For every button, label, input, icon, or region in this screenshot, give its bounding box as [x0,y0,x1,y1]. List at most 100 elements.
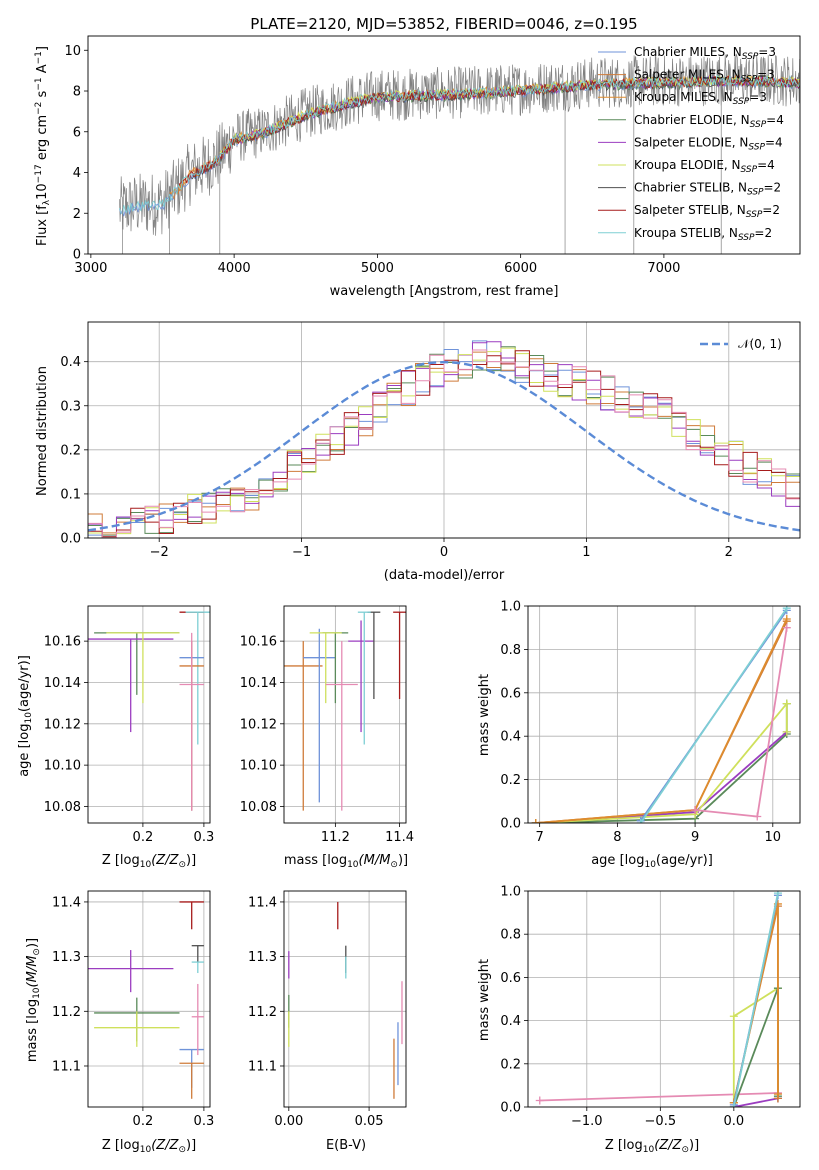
x-tick-label: 0.2 [133,830,154,845]
legend-n: =3 [749,90,767,104]
ylabel-main: age [log [17,724,32,777]
xlabel-sub: 10 [140,1145,152,1155]
legend-model: Salpeter STELIB, N [634,203,746,217]
age-vs-metallicity-ylabel: age [log10(age/yr)] [17,655,34,777]
data-layer [119,53,800,254]
legend-label: Chabrier MILES, NSSP=3 [634,45,776,62]
residual-histogram-pink [88,349,800,538]
y-tick-label: 0.6 [500,686,521,701]
weight-marker [729,1103,738,1107]
y-tick-label: 0.3 [60,399,81,414]
spectrum-ylabel-sub: λ [42,199,52,205]
spectrum-ylabel-unit3: A [35,64,50,77]
y-tick-label: 0.1 [60,487,81,502]
x-tick-label: 0.2 [133,1114,154,1129]
gaussian-legend-label: 𝒩(0, 1) [738,337,782,351]
xlabel-main: Z [log [102,853,140,868]
spectrum-ylabel: Flux [fλ10−17 erg cm−2 s−1 A−1] [34,46,52,246]
legend-sub: SSP [738,233,755,243]
xlabel-end: (M/M [359,853,391,868]
xlabel-end: (Z/Z [151,1138,179,1153]
y-tick-label: 11.3 [52,950,81,965]
xlabel-end: (Z/Z [151,853,179,868]
legend-n: =4 [757,158,775,172]
legend-n: =4 [766,113,784,127]
spectrum-ylabel-unit2: s [35,90,50,101]
spectrum-ylabel-exp1: −17 [34,164,44,183]
y-tick-label: 0.0 [60,532,81,547]
y-tick-label: 11.4 [248,895,277,910]
legend-model: Kroupa STELIB, N [634,226,738,240]
axes-frame [527,605,801,824]
legend-sub: SSP [742,52,759,62]
y-tick-label: 6 [73,125,81,140]
y-tick-label: 0.2 [500,1057,521,1072]
data-layer [288,901,403,1099]
age-vs-metallicity-xlabel: Z [log10(Z/Z⊙)] [102,853,196,870]
legend-sub: SSP [746,210,763,220]
xlabel-main: mass [log [284,853,347,868]
data-layer [88,340,800,538]
x-tick-label: 0.0 [723,1114,744,1129]
legend-label: Salpeter ELODIE, NSSP=4 [634,135,783,152]
mass-vs-reddening-plot-area: 0.00 0.05 11.1 11.2 11.3 11.4 [248,890,407,1129]
x-tick-label: 11.2 [321,830,350,845]
y-tick-label: 11.2 [52,1005,81,1020]
x-tick-label: 7000 [647,261,680,276]
legend-sub: SSP [748,142,765,152]
y-tick-label: 0 [73,248,81,263]
massweight-vs-age-plot-area: 7 8 9 10 0.0 0.2 0.4 0.6 0.8 1.0 [500,600,801,845]
y-tick-label: 11.2 [248,1005,277,1020]
weight-line [732,893,779,1107]
y-tick-label: 10.10 [44,759,81,774]
mass-vs-metallicity-ylabel: mass [log10(M/M⊙)] [25,938,42,1062]
x-tick-label: 1 [582,545,590,560]
legend-sub: SSP [747,188,764,198]
xlabel-sub: 10 [644,860,656,870]
x-tick-label: 7 [536,830,544,845]
xlabel-main: Z [log [605,1138,643,1153]
weight-marker [531,819,540,823]
y-tick-label: 0.2 [500,773,521,788]
x-tick-label: 8 [613,830,621,845]
x-tick-label: 2 [725,545,733,560]
y-tick-label: 1.0 [500,885,521,900]
spectrum-ylabel-exp4: −1 [34,51,44,64]
y-tick-label: 10.12 [240,717,277,732]
spectrum-ylabel-main: Flux [f [35,205,50,246]
y-tick-label: 10.14 [44,676,81,691]
x-tick-label: 9 [691,830,699,845]
legend-label: Chabrier ELODIE, NSSP=4 [634,113,784,130]
legend-sub: SSP [741,165,758,175]
legend-label: Salpeter MILES, NSSP=3 [634,68,775,85]
legend-label: Kroupa ELODIE, NSSP=4 [634,158,775,175]
x-tick-label: 0.00 [274,1114,303,1129]
residual-panel: −2 −1 0 1 2 0.0 0.1 0.2 0.3 0.4 𝒩(0, 1) (data-mode… [35,321,801,583]
weight-marker [782,699,791,708]
weight-marker [782,623,791,632]
legend-sub: SSP [750,120,767,130]
y-tick-label: 1.0 [500,600,521,615]
weight-marker [782,606,791,613]
weight-marker [535,1096,544,1105]
y-tick-label: 0.4 [60,355,81,370]
age-vs-metallicity-plot-area: 0.2 0.3 10.08 10.10 10.12 10.14 10.16 [44,605,214,845]
legend-n: =3 [758,45,776,59]
legend-sub: SSP [733,97,750,107]
mass-vs-metallicity-panel: 0.2 0.3 11.1 11.2 11.3 11.4 Z [log10(Z/Z⊙)] m… [25,890,214,1155]
x-tick-label: 6000 [504,261,537,276]
y-tick-label: 0.4 [500,730,521,745]
xlabel-main: Z [log [102,1138,140,1153]
xlabel-end: (Z/Z [654,1138,682,1153]
axes-frame [87,890,211,1108]
ylabel-end: (age/yr)] [17,655,32,712]
observed-spectrum-line [119,53,800,236]
age-vs-mass-xlabel: mass [log10(M/M⊙)] [284,853,408,870]
mass-vs-metallicity-xlabel: Z [log10(Z/Z⊙)] [102,1138,196,1155]
legend-model: Salpeter MILES, N [634,68,741,82]
y-tick-label: 8 [73,85,81,100]
axes-frame [527,890,801,1108]
y-tick-label: 0.4 [500,1014,521,1029]
weight-marker [636,819,645,823]
legend-n: =2 [754,226,772,240]
